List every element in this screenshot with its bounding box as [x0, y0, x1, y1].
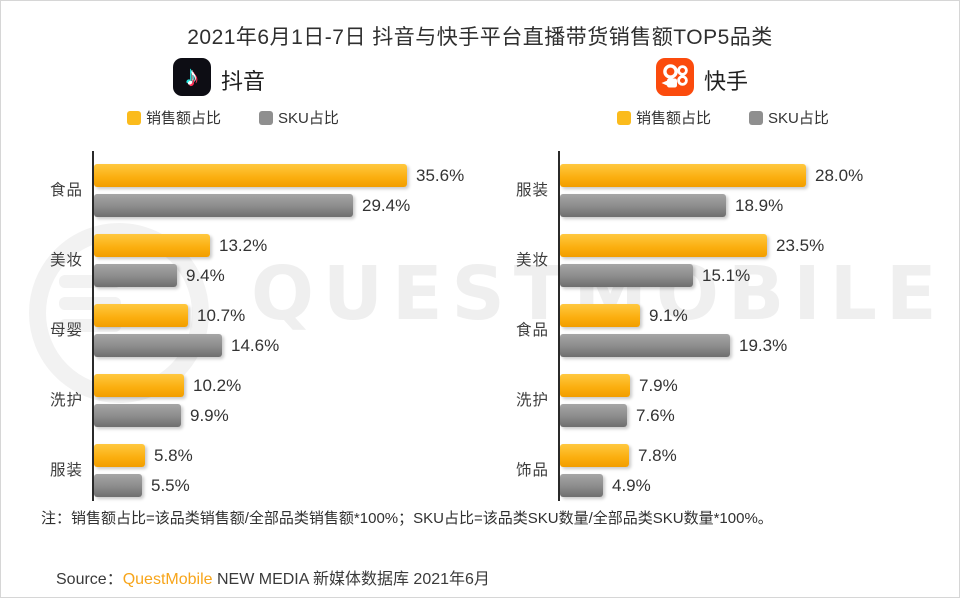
category-label: 美妆 [515, 252, 549, 269]
bar-value-label: 9.9% [190, 406, 229, 425]
legend-sku-label: SKU占比 [768, 110, 829, 127]
bar-value-label: 10.2% [193, 376, 242, 395]
sales-bar: 35.6% [94, 164, 464, 187]
kuaishou-icon [656, 58, 694, 96]
sales-bar: 9.1% [560, 304, 688, 327]
legend-sales-label: 销售额占比 [146, 110, 222, 127]
sales-bar: 10.7% [94, 304, 245, 327]
bar-group: 饰品 7.8% 4.9% [507, 444, 947, 497]
sku-bar: 19.3% [560, 334, 787, 357]
bar-value-label: 7.8% [638, 446, 677, 465]
category-label: 美妆 [49, 252, 83, 269]
bar-value-label: 9.1% [649, 306, 688, 325]
video-camera-icon [656, 58, 694, 96]
category-label: 洗护 [515, 392, 549, 409]
douyin-icon: ♪ [173, 58, 211, 96]
bar-value-label: 23.5% [776, 236, 825, 255]
category-label: 母婴 [49, 322, 83, 339]
sku-bar: 7.6% [560, 404, 675, 427]
legend-kuaishou: 销售额占比 SKU占比 [617, 107, 867, 128]
legend-sku-label: SKU占比 [278, 110, 339, 127]
sku-bar: 14.6% [94, 334, 279, 357]
bar-group: 洗护 7.9% 7.6% [507, 374, 947, 427]
sku-bar: 9.4% [94, 264, 225, 287]
sku-bar: 9.9% [94, 404, 229, 427]
sales-bar: 10.2% [94, 374, 241, 397]
platform-name-douyin: 抖音 [221, 69, 266, 94]
bar-group: 服装 5.8% 5.5% [41, 444, 481, 497]
legend-item-sales: 销售额占比 [617, 107, 711, 128]
category-label: 食品 [49, 182, 83, 199]
sales-swatch-icon [127, 110, 141, 125]
sales-bar: 5.8% [94, 444, 193, 467]
sku-swatch-icon [749, 110, 764, 125]
bar-value-label: 18.9% [735, 196, 784, 215]
y-axis [558, 151, 560, 501]
bar-value-label: 19.3% [739, 336, 788, 355]
bar-group: 服装 28.0% 18.9% [507, 164, 947, 217]
sku-bar: 4.9% [560, 474, 651, 497]
sku-bar: 15.1% [560, 264, 750, 287]
bar-value-label: 5.8% [154, 446, 193, 465]
platform-name-kuaishou: 快手 [704, 69, 749, 94]
douyin-bar-chart: 食品 35.6% 29.4% 美妆 13.2% 9.4% 母婴 10.7% 14.6% 洗护 10.… [41, 151, 481, 503]
category-label: 服装 [49, 462, 83, 479]
legend-sales-label: 销售额占比 [636, 110, 712, 127]
bar-value-label: 35.6% [416, 166, 465, 185]
bar-group: 食品 35.6% 29.4% [41, 164, 481, 217]
bar-group: 洗护 10.2% 9.9% [41, 374, 481, 427]
sales-bar: 13.2% [94, 234, 267, 257]
category-label: 饰品 [515, 462, 549, 479]
bar-value-label: 29.4% [362, 196, 411, 215]
bar-value-label: 14.6% [231, 336, 280, 355]
sales-bar: 23.5% [560, 234, 824, 257]
bar-group: 母婴 10.7% 14.6% [41, 304, 481, 357]
bar-value-label: 10.7% [197, 306, 246, 325]
footnote: 注：销售额占比=该品类销售额/全部品类销售额*100%；SKU占比=该品类SKU… [41, 510, 773, 527]
sales-bar: 28.0% [560, 164, 863, 187]
sales-bar: 7.8% [560, 444, 677, 467]
bar-group: 美妆 23.5% 15.1% [507, 234, 947, 287]
category-label: 服装 [515, 182, 549, 199]
y-axis [92, 151, 94, 501]
legend-item-sales: 销售额占比 [127, 107, 221, 128]
sku-swatch-icon [259, 110, 274, 125]
sku-bar: 29.4% [94, 194, 410, 217]
sku-bar: 18.9% [560, 194, 783, 217]
bar-value-label: 4.9% [612, 476, 651, 495]
bar-value-label: 15.1% [702, 266, 751, 285]
legend-item-sku: SKU占比 [259, 107, 339, 128]
sales-swatch-icon [617, 110, 631, 125]
source-suffix: NEW MEDIA 新媒体数据库 2021年6月 [212, 571, 490, 588]
bar-group: 美妆 13.2% 9.4% [41, 234, 481, 287]
source-brand: QuestMobile [122, 571, 213, 588]
sku-bar: 5.5% [94, 474, 190, 497]
bar-value-label: 5.5% [151, 476, 190, 495]
legend-douyin: 销售额占比 SKU占比 [127, 107, 377, 128]
sales-bar: 7.9% [560, 374, 678, 397]
page-title: 2021年6月1日-7日 抖音与快手平台直播带货销售额TOP5品类 [187, 26, 773, 49]
bar-value-label: 9.4% [186, 266, 225, 285]
source-line: Source：QuestMobile NEW MEDIA 新媒体数据库 2021… [56, 565, 490, 589]
source-prefix: Source： [56, 571, 123, 588]
bar-value-label: 7.6% [636, 406, 675, 425]
bar-value-label: 13.2% [219, 236, 268, 255]
bar-group: 食品 9.1% 19.3% [507, 304, 947, 357]
category-label: 食品 [515, 322, 549, 339]
category-label: 洗护 [49, 392, 83, 409]
bar-value-label: 7.9% [639, 376, 678, 395]
legend-item-sku: SKU占比 [749, 107, 829, 128]
music-note-icon: ♪ [185, 61, 199, 91]
kuaishou-bar-chart: 服装 28.0% 18.9% 美妆 23.5% 15.1% 食品 9.1% 19.3% 洗护 7.9… [507, 151, 947, 503]
bar-value-label: 28.0% [815, 166, 864, 185]
